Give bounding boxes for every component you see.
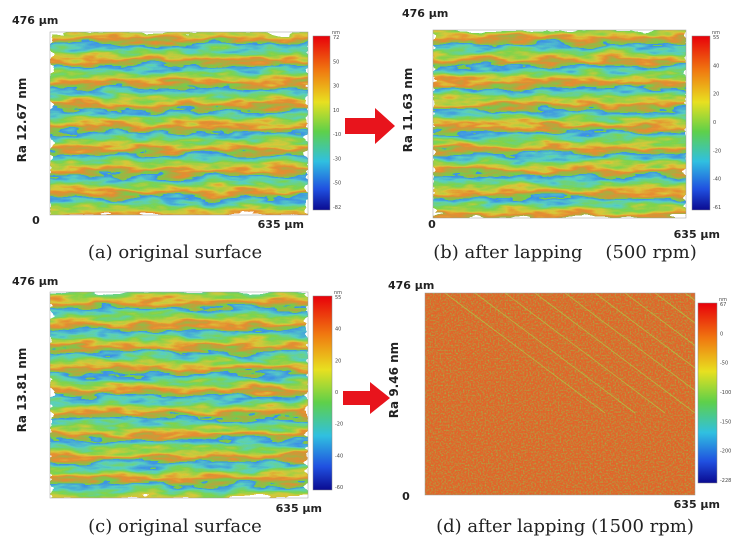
colorbar-tick-label: -30	[333, 156, 341, 162]
colorbar-tick-label: -82	[333, 205, 341, 211]
map-border	[432, 29, 687, 219]
colorbar-tick-label: 20	[335, 358, 341, 364]
scratch	[474, 292, 636, 414]
scratch	[534, 292, 696, 414]
colorbar-tick-label: -228	[720, 478, 731, 484]
colorbar-unit: nm	[712, 30, 720, 36]
ra-label: Ra 12.67 nm	[15, 78, 29, 163]
colorbar-tick-label: 40	[335, 327, 341, 333]
colorbar	[312, 35, 331, 211]
colorbar	[691, 35, 711, 211]
origin-label: 0	[402, 490, 410, 503]
scratch	[654, 292, 696, 324]
colorbar-tick-label: -150	[720, 419, 731, 425]
scratch	[564, 292, 696, 391]
scratch	[684, 292, 696, 301]
origin-label: 0	[428, 218, 436, 231]
colorbar-tick-label: 55	[713, 35, 719, 41]
caption: (d) after lapping (1500 rpm)	[436, 516, 694, 537]
y-extent-label: 476 µm	[12, 14, 58, 27]
colorbar-tick-label: 50	[333, 59, 339, 65]
colorbar	[312, 295, 333, 491]
surface-map	[50, 292, 308, 498]
map-border	[49, 31, 309, 216]
colorbar-tick-label: -20	[713, 148, 721, 154]
colorbar-unit: nm	[334, 290, 342, 296]
colorbar-tick-label: -60	[335, 485, 343, 491]
ra-label: Ra 11.63 nm	[401, 68, 415, 153]
scratch	[504, 292, 666, 414]
colorbar-tick-label: 30	[333, 84, 339, 90]
x-extent-label: 635 µm	[674, 228, 720, 241]
caption: (b) after lapping (500 rpm)	[433, 242, 697, 263]
colorbar-tick-label: -10	[333, 132, 341, 138]
colorbar-tick-label: 55	[335, 295, 341, 301]
origin-label: 0	[32, 214, 40, 227]
surface-map	[433, 30, 686, 218]
colorbar-tick-label: 72	[333, 35, 339, 41]
surface-grain	[425, 293, 695, 495]
colorbar-tick-label: -61	[713, 205, 721, 211]
caption: (c) original surface	[88, 516, 262, 537]
colorbar-tick-label: -20	[335, 422, 343, 428]
colorbar-tick-label: 0	[713, 120, 716, 126]
x-extent-label: 635 µm	[276, 502, 322, 515]
colorbar-tick-label: -100	[720, 390, 731, 396]
x-extent-label: 635 µm	[258, 218, 304, 231]
y-extent-label: 476 µm	[388, 279, 434, 292]
x-extent-label: 635 µm	[674, 498, 720, 511]
caption: (a) original surface	[88, 242, 262, 263]
colorbar-tick-label: -40	[335, 453, 343, 459]
colorbar-tick-label: -200	[720, 449, 731, 455]
colorbar-tick-label: 10	[333, 108, 339, 114]
y-extent-label: 476 µm	[402, 7, 448, 20]
ra-label: Ra 13.81 nm	[15, 348, 29, 433]
scratch	[444, 292, 606, 414]
colorbar-tick-label: 20	[713, 92, 719, 98]
scratch	[594, 292, 696, 369]
colorbar-tick-label: -50	[720, 361, 728, 367]
colorbar-tick-label: 40	[713, 63, 719, 69]
y-extent-label: 476 µm	[12, 275, 58, 288]
colorbar	[697, 302, 718, 484]
arrow	[343, 382, 390, 414]
colorbar-tick-label: -50	[333, 181, 341, 187]
ra-label: Ra 9.46 nm	[387, 342, 401, 418]
colorbar-unit: nm	[332, 30, 340, 36]
arrow	[345, 108, 395, 144]
colorbar-tick-label: 0	[335, 390, 338, 396]
map-border	[424, 292, 696, 496]
scratch	[624, 292, 696, 346]
colorbar-tick-label: 67	[720, 302, 726, 308]
map-border	[49, 291, 309, 499]
colorbar-tick-label: 0	[720, 331, 723, 337]
surface-map	[50, 32, 308, 215]
colorbar-unit: nm	[719, 297, 727, 303]
colorbar-tick-label: -40	[713, 177, 721, 183]
